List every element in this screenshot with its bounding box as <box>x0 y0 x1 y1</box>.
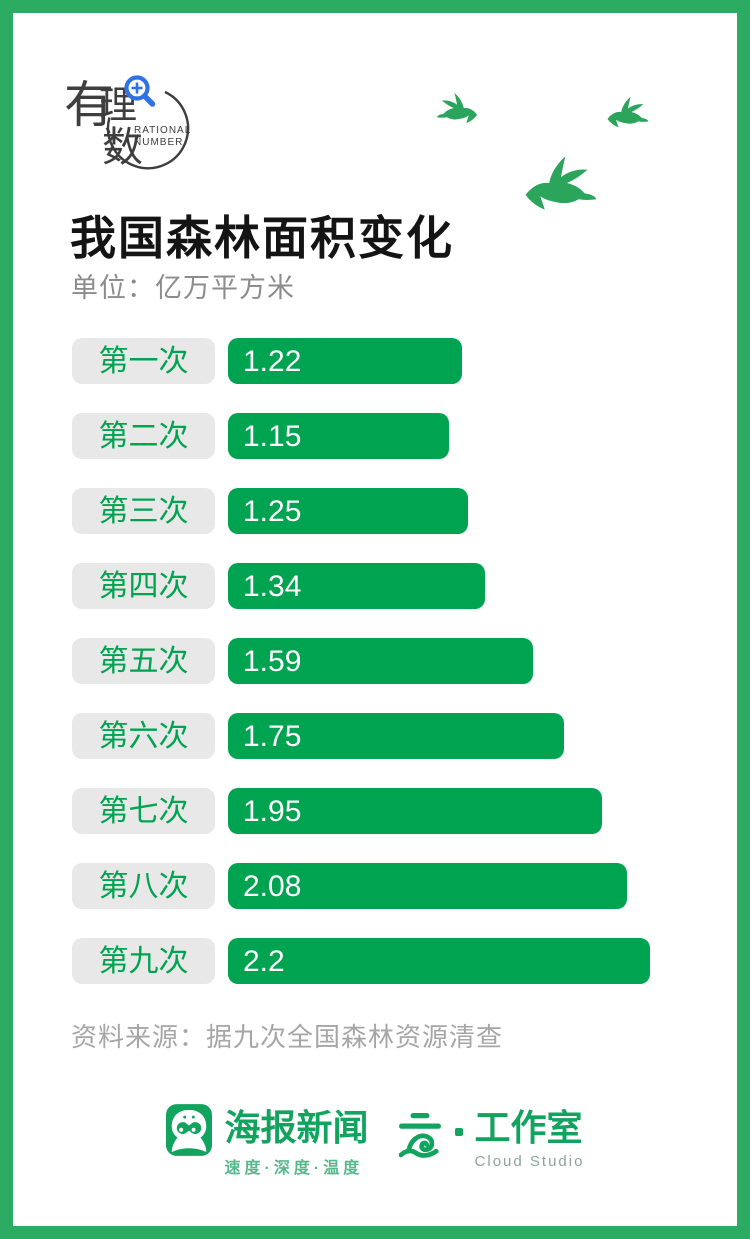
bar: 1.75 <box>228 713 564 759</box>
bird-icon <box>436 90 478 126</box>
bird-icon <box>603 94 653 130</box>
cloud-glyph-icon <box>398 1112 441 1163</box>
source-note: 资料来源：据九次全国森林资源清查 <box>71 1022 504 1052</box>
bar: 1.59 <box>228 638 533 684</box>
studio-name: 工作室 <box>474 1107 583 1148</box>
table-row: 第七次 1.95 <box>72 788 692 834</box>
rational-number-logo-art: 有 理 数 RATIONAL NUMBER <box>64 75 191 170</box>
cloud-studio-logo: 工作室 Cloud Studio <box>369 1103 585 1170</box>
category-pill: 第三次 <box>72 488 215 534</box>
logo-caption-line1: RATIONAL <box>134 125 191 136</box>
category-pill: 第六次 <box>72 713 215 759</box>
haibao-news-logo: 海报新闻 速度·深度·温度 <box>165 1103 369 1178</box>
separator-dot <box>454 1128 463 1136</box>
seal-mascot-icon <box>165 1104 212 1156</box>
bar: 1.34 <box>228 563 485 609</box>
bar: 1.15 <box>228 413 449 459</box>
haibao-name: 海报新闻 <box>224 1107 369 1148</box>
bar-rows: 第一次 1.22 第二次 1.15 第三次 1.25 第四次 1.34 第五次 … <box>72 338 692 1013</box>
bar: 1.25 <box>228 488 468 534</box>
logo-char-you: 有 <box>66 77 114 133</box>
table-row: 第二次 1.15 <box>72 413 692 459</box>
table-row: 第五次 1.59 <box>72 638 692 684</box>
logo-char-shu: 数 <box>102 124 143 170</box>
table-row: 第四次 1.34 <box>72 563 692 609</box>
category-pill: 第二次 <box>72 413 215 459</box>
bar: 2.2 <box>228 938 650 984</box>
category-pill: 第九次 <box>72 938 215 984</box>
category-pill: 第八次 <box>72 863 215 909</box>
rational-number-logo: 有 理 数 RATIONAL NUMBER <box>64 72 266 192</box>
bird-icon <box>524 152 598 214</box>
haibao-tagline: 速度·深度·温度 <box>224 1160 364 1177</box>
logo-arc <box>106 90 190 170</box>
bar: 1.22 <box>228 338 462 384</box>
table-row: 第六次 1.75 <box>72 713 692 759</box>
table-row: 第九次 2.2 <box>72 938 692 984</box>
category-pill: 第四次 <box>72 563 215 609</box>
logo-caption-line2: NUMBER <box>134 137 183 148</box>
category-pill: 第五次 <box>72 638 215 684</box>
magnifier-icon <box>124 75 156 107</box>
table-row: 第三次 1.25 <box>72 488 692 534</box>
footer: 海报新闻 速度·深度·温度 工作室 Cloud Studio <box>0 1103 750 1178</box>
unit-label: 单位：亿万平方米 <box>71 273 295 303</box>
page-title: 我国森林面积变化 <box>70 212 454 264</box>
table-row: 第一次 1.22 <box>72 338 692 384</box>
bar: 1.95 <box>228 788 602 834</box>
category-pill: 第一次 <box>72 338 215 384</box>
category-pill: 第七次 <box>72 788 215 834</box>
bar: 2.08 <box>228 863 627 909</box>
table-row: 第八次 2.08 <box>72 863 692 909</box>
studio-subtitle: Cloud Studio <box>474 1153 585 1170</box>
